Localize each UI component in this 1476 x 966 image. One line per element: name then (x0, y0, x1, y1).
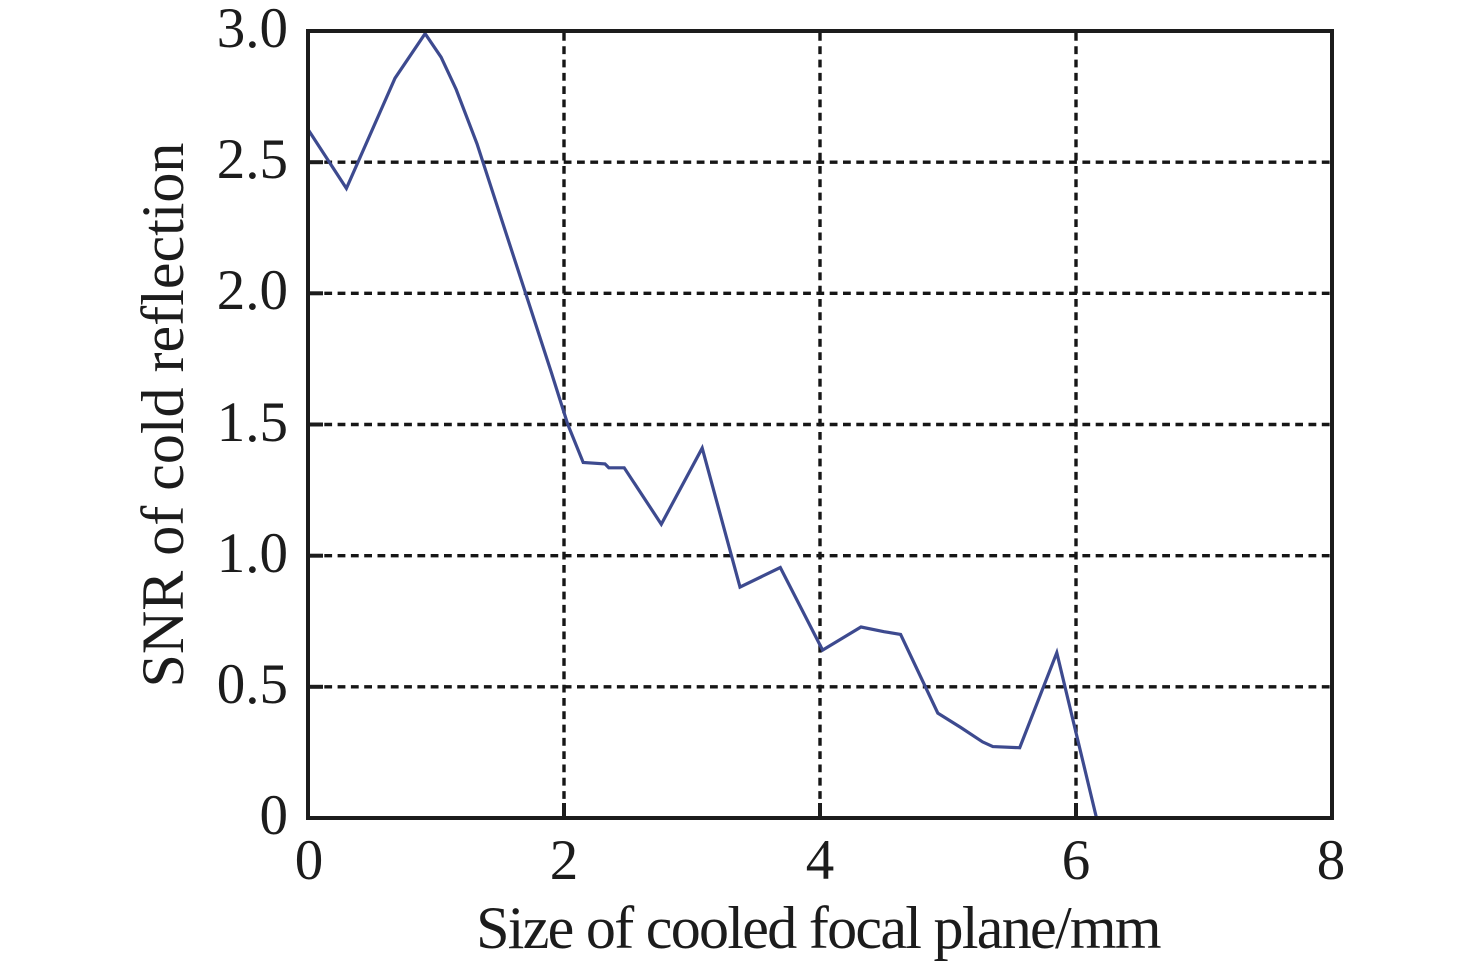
svg-text:3.0: 3.0 (217, 0, 288, 60)
svg-text:2: 2 (550, 829, 579, 892)
svg-text:1.5: 1.5 (217, 391, 288, 454)
svg-text:6: 6 (1062, 829, 1091, 892)
svg-text:2.5: 2.5 (217, 128, 288, 191)
svg-text:0: 0 (295, 829, 324, 892)
svg-text:2.0: 2.0 (217, 259, 288, 322)
svg-text:SNR of cold reflection: SNR of cold reflection (130, 143, 196, 688)
svg-text:1.0: 1.0 (217, 522, 288, 585)
svg-text:Size of cooled focal plane/mm: Size of cooled focal plane/mm (476, 895, 1161, 961)
svg-text:4: 4 (806, 829, 835, 892)
svg-text:0: 0 (260, 784, 289, 847)
svg-text:8: 8 (1317, 829, 1346, 892)
svg-text:0.5: 0.5 (217, 653, 288, 716)
